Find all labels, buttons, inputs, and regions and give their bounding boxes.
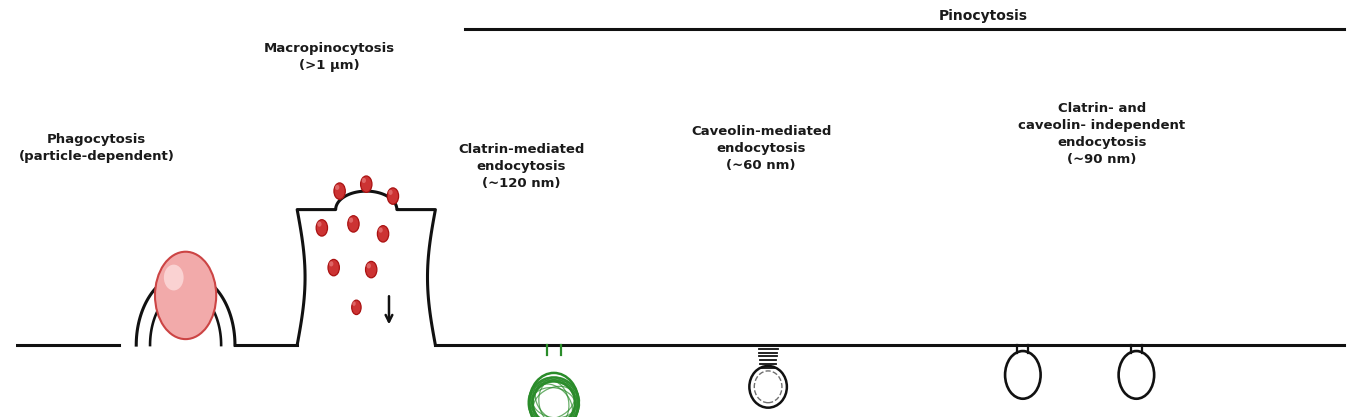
Text: Caveolin-mediated
endocytosis
(~60 nm): Caveolin-mediated endocytosis (~60 nm) <box>691 125 831 172</box>
Ellipse shape <box>329 261 333 266</box>
Ellipse shape <box>360 176 372 192</box>
Ellipse shape <box>366 261 376 278</box>
Text: Phagocytosis
(particle-dependent): Phagocytosis (particle-dependent) <box>19 133 175 163</box>
Ellipse shape <box>348 216 359 232</box>
Ellipse shape <box>352 300 362 314</box>
Ellipse shape <box>317 222 321 227</box>
Ellipse shape <box>367 263 371 268</box>
Ellipse shape <box>352 301 356 306</box>
Ellipse shape <box>362 178 366 183</box>
Text: Clatrin- and
caveolin- independent
endocytosis
(~90 nm): Clatrin- and caveolin- independent endoc… <box>1018 102 1185 166</box>
Ellipse shape <box>317 220 328 236</box>
Text: Pinocytosis: Pinocytosis <box>938 9 1028 23</box>
Text: Clatrin-mediated
endocytosis
(~120 nm): Clatrin-mediated endocytosis (~120 nm) <box>458 143 585 190</box>
Ellipse shape <box>378 227 383 233</box>
Ellipse shape <box>154 252 217 339</box>
Ellipse shape <box>387 188 398 204</box>
Ellipse shape <box>334 183 345 199</box>
Ellipse shape <box>328 260 340 276</box>
Text: Macropinocytosis
(>1 μm): Macropinocytosis (>1 μm) <box>264 42 395 72</box>
Ellipse shape <box>164 265 184 291</box>
Ellipse shape <box>349 217 353 223</box>
Ellipse shape <box>334 185 340 190</box>
Ellipse shape <box>389 190 393 195</box>
Ellipse shape <box>378 226 389 242</box>
